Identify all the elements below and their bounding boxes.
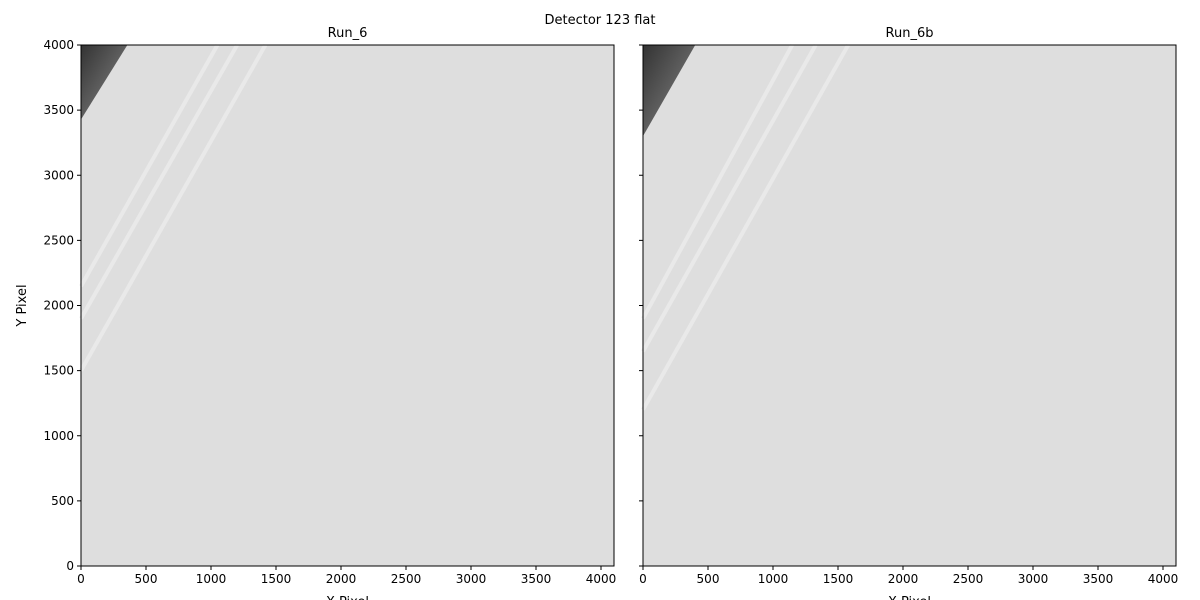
y-tick-label: 0 [66, 559, 74, 573]
image [641, 44, 1176, 566]
image-background [643, 45, 1176, 566]
x-tick-label: 1000 [196, 572, 227, 586]
image-stripe [79, 44, 220, 288]
image [79, 44, 614, 566]
image-stripe [641, 44, 850, 411]
y-tick-label: 4000 [43, 38, 74, 52]
image-stripe [641, 44, 794, 320]
x-tick-label: 3500 [521, 572, 552, 586]
x-axis-label: X Pixel [888, 595, 931, 600]
image-stripe [641, 44, 818, 353]
x-tick-label: 4000 [586, 572, 617, 586]
x-tick-label: 2000 [888, 572, 919, 586]
x-tick-label: 500 [135, 572, 158, 586]
x-tick-label: 0 [639, 572, 647, 586]
image-stripe [79, 44, 239, 320]
x-tick-label: 3500 [1083, 572, 1114, 586]
x-tick-label: 0 [77, 572, 85, 586]
x-tick-label: 2000 [326, 572, 357, 586]
x-tick-label: 500 [697, 572, 720, 586]
image-dark-corner [643, 45, 696, 137]
y-tick-label: 1000 [43, 429, 74, 443]
y-tick-label: 1500 [43, 364, 74, 378]
axes-title: Run_6 [328, 26, 368, 41]
x-tick-label: 2500 [953, 572, 984, 586]
axes-title: Run_6b [886, 26, 934, 41]
x-tick-label: 4000 [1148, 572, 1179, 586]
y-axis-label: Y Pixel [15, 284, 30, 327]
x-axis-label: X Pixel [326, 595, 369, 600]
x-tick-label: 1000 [758, 572, 789, 586]
x-tick-label: 2500 [391, 572, 422, 586]
x-tick-label: 1500 [261, 572, 292, 586]
image-stripe [79, 44, 268, 372]
y-tick-label: 3500 [43, 103, 74, 117]
y-tick-label: 2500 [43, 233, 74, 247]
figure-title: Detector 123 flat [545, 13, 656, 28]
image-dark-corner [81, 45, 128, 120]
x-tick-label: 3000 [456, 572, 487, 586]
y-tick-label: 2000 [43, 299, 74, 313]
y-tick-label: 500 [51, 494, 74, 508]
x-tick-label: 1500 [823, 572, 854, 586]
y-tick-label: 3000 [43, 168, 74, 182]
image-background [81, 45, 614, 566]
x-tick-label: 3000 [1018, 572, 1049, 586]
